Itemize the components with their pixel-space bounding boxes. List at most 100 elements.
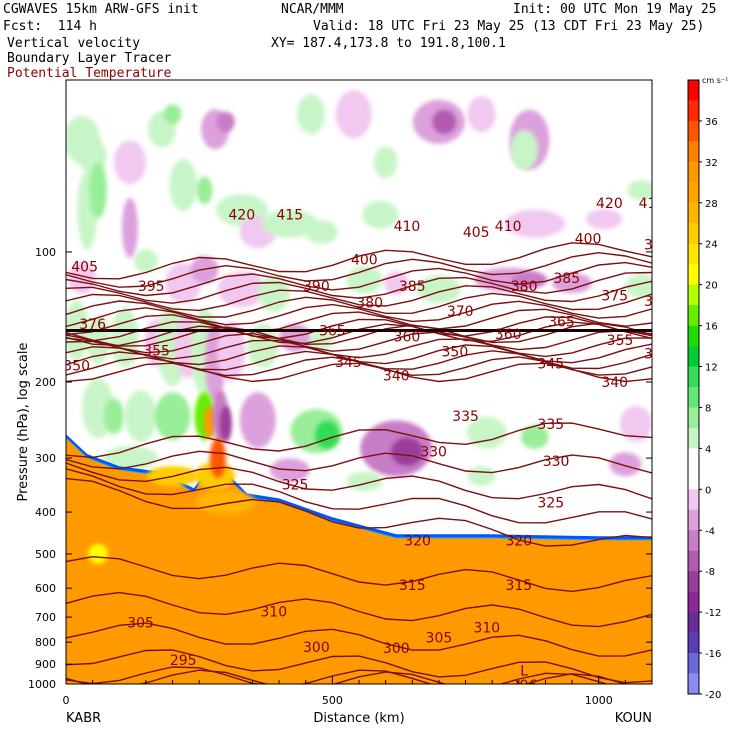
velocity-cell (239, 392, 276, 449)
theta-label: 315 (399, 578, 426, 594)
velocity-cell (373, 146, 398, 179)
axes: 100 200 300 400 500 600 700 800 900 1000 0 500 1000 D… (16, 246, 653, 726)
model-title: CGWAVES 15km ARW-GFS init (3, 2, 199, 17)
theta-contour-line (66, 337, 652, 360)
colorbar-swatch (688, 387, 699, 408)
colorbar-tick-label: 12 (705, 363, 718, 374)
colorbar-swatch (688, 346, 699, 367)
colorbar-swatch (688, 325, 699, 347)
velocity-cell (169, 159, 198, 212)
y-tick-label: 300 (35, 452, 56, 465)
theta-label: 400 (351, 252, 378, 268)
velocity-cell (133, 249, 158, 274)
theta-label: 310 (260, 605, 287, 621)
velocity-cell (305, 220, 338, 245)
field-vertical-velocity: Vertical velocity (7, 36, 141, 51)
theta-contour-line (66, 462, 652, 500)
velocity-cell (520, 424, 549, 449)
theta-label: 420 (228, 208, 255, 224)
tracer-cell (209, 438, 226, 479)
theta-contour-line (66, 362, 652, 383)
colorbar-swatch (688, 468, 699, 490)
velocity-cell (154, 392, 191, 441)
tracer-cell (195, 490, 256, 515)
theta-label: 325 (282, 477, 309, 493)
colorbar-tick-label: 36 (705, 117, 718, 128)
velocity-cell (216, 111, 235, 132)
colorbar-swatch (688, 202, 699, 224)
y-tick-label: 600 (35, 582, 56, 595)
theta-label: 350 (442, 345, 469, 361)
theta-contour-line (66, 622, 652, 657)
x-axis-label: Distance (km) (313, 711, 404, 726)
colorbar-tick-label: 8 (705, 403, 711, 414)
boundary-layer-tracer-field (66, 434, 652, 684)
potential-temperature-contours: 420 415 420 415 410 405 410 400 395 405 400 395 390 3… (66, 196, 671, 684)
velocity-cell (467, 96, 496, 133)
velocity-cell (297, 94, 326, 135)
theta-label: 365 (319, 324, 346, 340)
theta-contour-line (66, 666, 609, 684)
cross-section-coordinates: XY= 187.4,173.8 to 191.8,100.1 (271, 36, 506, 51)
theta-label: 320 (404, 533, 431, 549)
colorbar-tick-label: 24 (705, 240, 718, 251)
y-axis-label: Pressure (hPa), log scale (16, 343, 31, 502)
velocity-cell (510, 129, 539, 170)
forecast-hour-label: Fcst: 114 h (3, 19, 97, 34)
theta-label: 305 (127, 615, 154, 631)
colorbar-swatch (688, 448, 699, 470)
theta-contour-line (66, 555, 652, 593)
colorbar-tick-label: -16 (705, 649, 721, 660)
y-tick-label: 700 (35, 611, 56, 624)
section-start-label: KABR (66, 711, 101, 726)
colorbar-swatch (688, 509, 699, 531)
theta-label: 376 (79, 317, 106, 333)
organization-label: NCAR/MMM (281, 2, 344, 17)
theta-contour-line (66, 292, 652, 318)
theta-label: 335 (452, 409, 479, 425)
velocity-cell (467, 465, 496, 486)
velocity-cell (362, 200, 399, 229)
x-tick-label: 0 (63, 694, 70, 707)
colorbar-frame (687, 79, 700, 695)
colorbar-unit: cm s⁻¹ (702, 76, 728, 85)
theta-label: 350 (644, 347, 671, 363)
theta-label: 345 (537, 356, 564, 372)
velocity-cell (346, 471, 383, 492)
colorbar-swatch (688, 530, 699, 552)
velocity-cell (315, 420, 340, 449)
velocity-cell (261, 209, 318, 238)
theta-label: 300 (383, 641, 410, 657)
y-tick-label: 100 (35, 246, 56, 259)
theta-label: 355 (607, 333, 634, 349)
colorbar-swatch (688, 141, 699, 163)
init-time-label: Init: 00 UTC Mon 19 May 25 (513, 2, 717, 17)
theta-contour-line (66, 669, 628, 684)
colorbar-tick-label: 20 (705, 281, 718, 292)
colorbar-swatch (688, 673, 699, 695)
theta-label: 380 (511, 279, 538, 295)
velocity-cell (627, 180, 652, 201)
theta-contour-line (66, 242, 652, 280)
colorbar-swatch (688, 120, 699, 142)
y-tick-label: 1000 (28, 678, 56, 691)
theta-label: 320 (505, 533, 532, 549)
theta-label: 390 (303, 279, 330, 295)
velocity-cell (219, 405, 232, 442)
colorbar-swatch (688, 305, 699, 326)
theta-label: 385 (399, 279, 426, 295)
theta-label: 340 (383, 368, 410, 384)
theta-label: 335 (537, 417, 564, 433)
colorbar: cm s⁻¹ 36 32 28 24 20 16 12 8 4 0 -4 -8 -12 -16 -20 (687, 76, 728, 701)
velocity-cell (124, 390, 157, 443)
theta-label: 415 (276, 208, 303, 224)
velocity-cell (196, 176, 213, 205)
theta-label: 340 (601, 375, 628, 391)
colorbar-swatch (688, 407, 699, 429)
theta-label: 400 (575, 231, 602, 247)
theta-contour-line (66, 329, 652, 354)
theta-contour-line (66, 251, 652, 288)
velocity-cell (67, 262, 96, 295)
colorbar-swatch (688, 80, 699, 101)
theta-label: 385 (553, 271, 580, 287)
